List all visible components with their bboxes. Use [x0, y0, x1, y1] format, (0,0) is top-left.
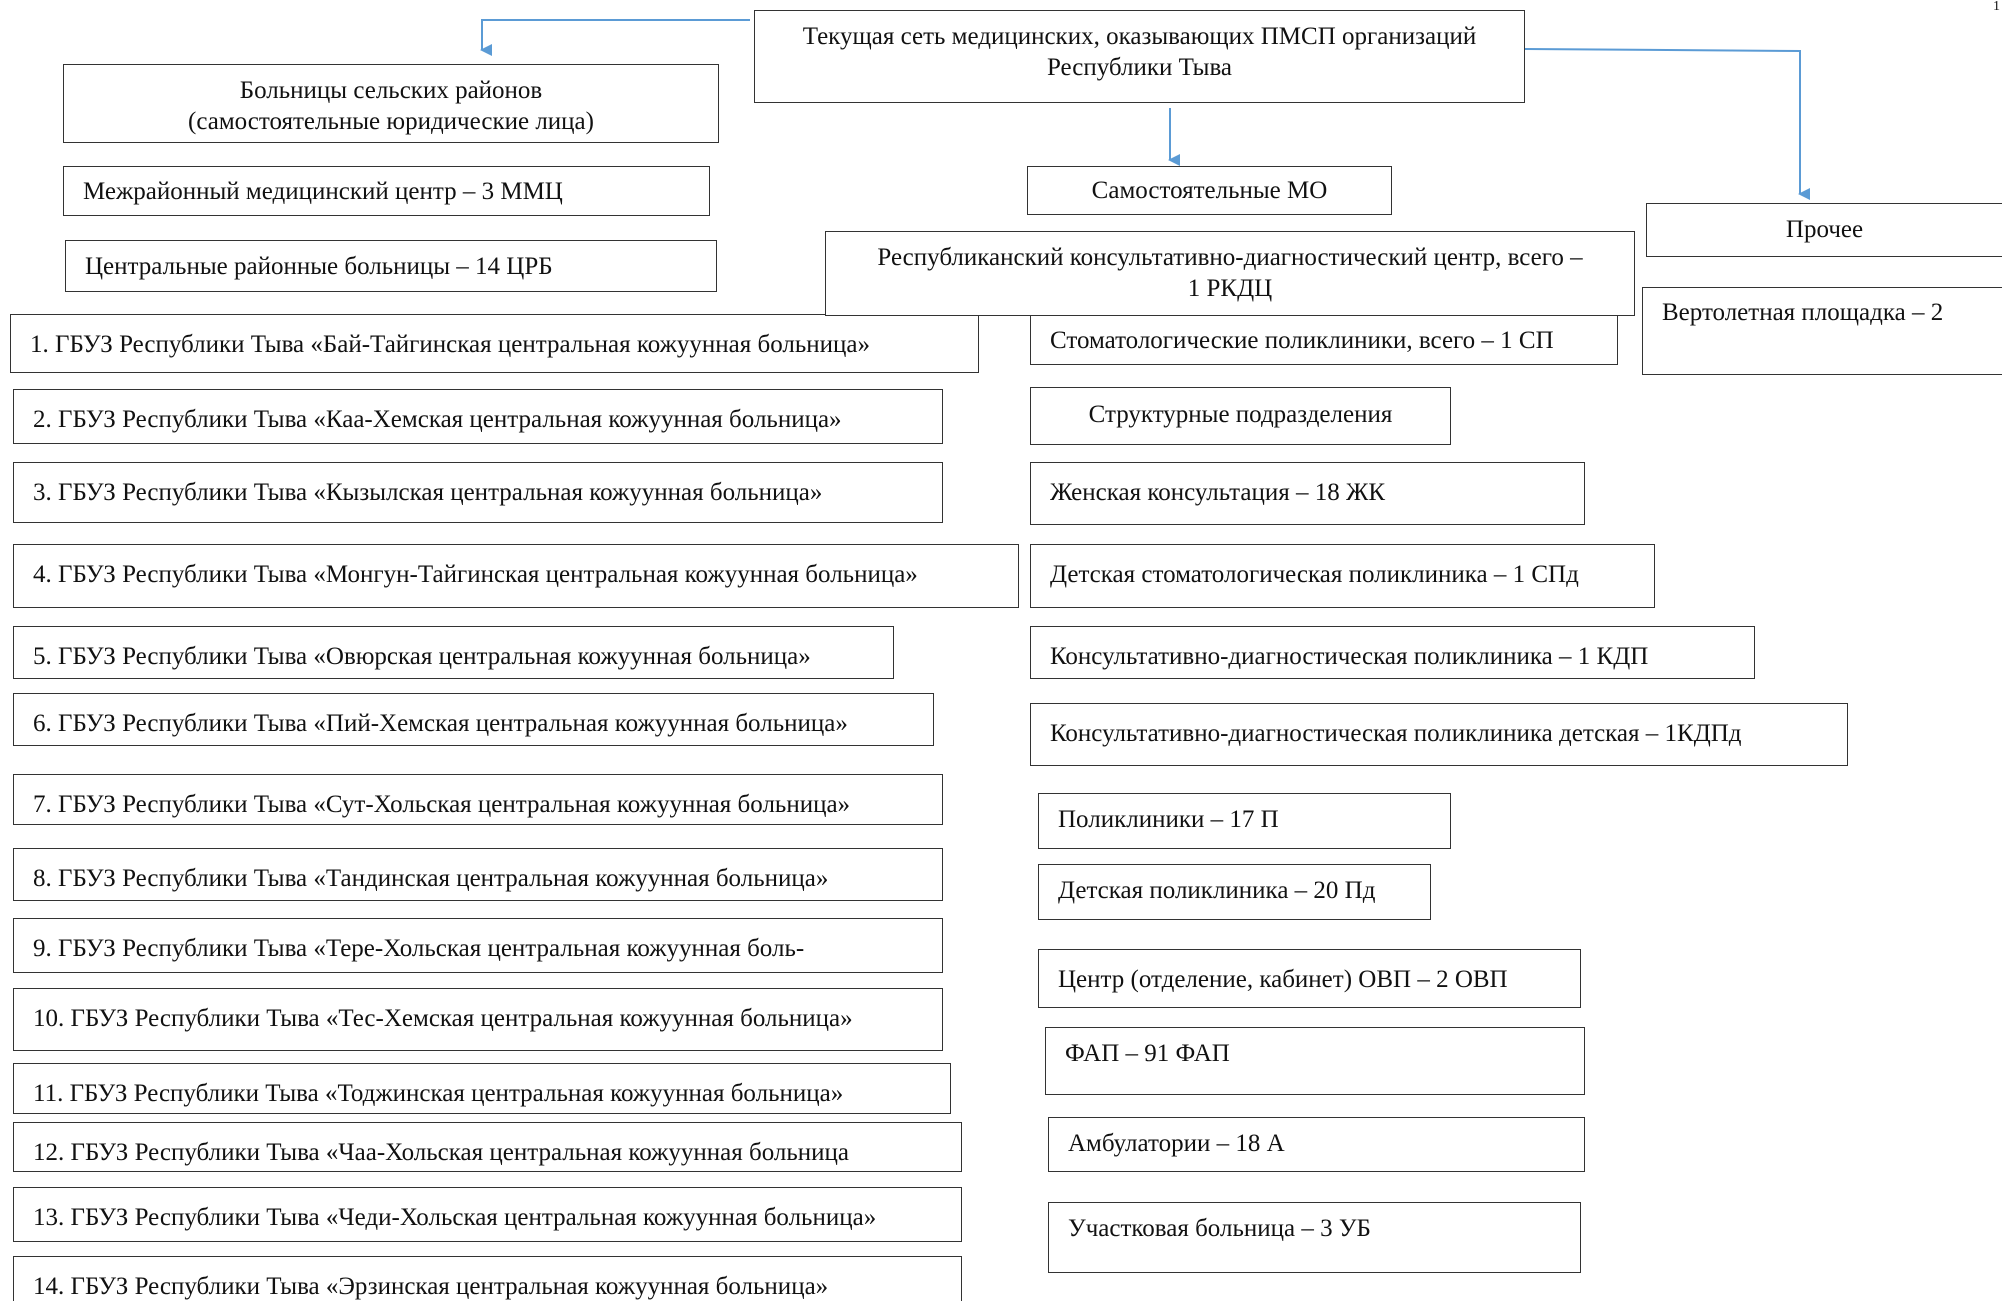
root-node: Текущая сеть медицинских, оказывающих ПМ…: [754, 10, 1525, 103]
helipad-node: Вертолетная площадка – 2: [1642, 287, 2002, 375]
hospital-label: 9. ГБУЗ Республики Тыва «Тере-Хольская ц…: [33, 935, 805, 962]
unit-label: Детская стоматологическая поликлиника – …: [1050, 561, 1579, 588]
hospital-label: 12. ГБУЗ Республики Тыва «Чаа-Хольская ц…: [33, 1139, 850, 1166]
structural-label: Структурные подразделения: [1088, 401, 1393, 428]
ambulatory-node: Амбулатории – 18 А: [1048, 1117, 1585, 1172]
hospital-13: 13. ГБУЗ Республики Тыва «Чеди-Хольская …: [13, 1187, 962, 1242]
arrow-to-other: [1524, 48, 1810, 200]
unit-label: Участковая больница – 3 УБ: [1068, 1215, 1371, 1242]
mmc-node: Межрайонный медицинский центр – 3 ММЦ: [63, 166, 710, 216]
hospital-2: 2. ГБУЗ Республики Тыва «Каа-Хемская цен…: [13, 389, 943, 444]
rkdc-line1: Республиканский консультативно-диагности…: [877, 244, 1583, 271]
arrow-to-rural: [480, 19, 750, 56]
structural-units-header: Структурные подразделения: [1030, 387, 1451, 445]
helipad-label: Вертолетная площадка – 2: [1662, 299, 1944, 326]
other-header-label: Прочее: [1785, 216, 1864, 243]
hospital-label: 13. ГБУЗ Республики Тыва «Чеди-Хольская …: [33, 1204, 877, 1231]
hospital-12: 12. ГБУЗ Республики Тыва «Чаа-Хольская ц…: [13, 1122, 962, 1172]
womens-clinic-node: Женская консультация – 18 ЖК: [1030, 462, 1585, 525]
hospital-5: 5. ГБУЗ Республики Тыва «Овюрская центра…: [13, 626, 894, 679]
other-header: Прочее: [1646, 203, 2002, 257]
rkdc-line2: 1 РКДЦ: [1187, 275, 1273, 302]
hospital-label: 3. ГБУЗ Республики Тыва «Кызылская центр…: [33, 479, 823, 506]
independent-header-label: Самостоятельные МО: [1091, 177, 1328, 204]
hospital-7: 7. ГБУЗ Республики Тыва «Сут-Хольская це…: [13, 774, 943, 825]
hospital-9: 9. ГБУЗ Республики Тыва «Тере-Хольская ц…: [13, 918, 943, 973]
hospital-4: 4. ГБУЗ Республики Тыва «Монгун-Тайгинск…: [13, 544, 1019, 608]
district-hospital-node: Участковая больница – 3 УБ: [1048, 1202, 1581, 1273]
hospital-10: 10. ГБУЗ Республики Тыва «Тес-Хемская це…: [13, 988, 943, 1051]
independent-mo-header: Самостоятельные МО: [1027, 166, 1392, 215]
ovp-node: Центр (отделение, кабинет) ОВП – 2 ОВП: [1038, 949, 1581, 1008]
hospital-label: 1. ГБУЗ Республики Тыва «Бай-Тайгинская …: [30, 331, 871, 358]
hospital-label: 8. ГБУЗ Республики Тыва «Тандинская цент…: [33, 865, 829, 892]
hospital-3: 3. ГБУЗ Республики Тыва «Кызылская центр…: [13, 462, 943, 523]
kdp-children-node: Консультативно-диагностическая поликлини…: [1030, 703, 1848, 766]
hospital-14: 14. ГБУЗ Республики Тыва «Эрзинская цент…: [13, 1256, 962, 1301]
mmc-label: Межрайонный медицинский центр – 3 ММЦ: [83, 178, 563, 205]
hospital-label: 6. ГБУЗ Республики Тыва «Пий-Хемская цен…: [33, 710, 848, 737]
rkdc-node: Республиканский консультативно-диагности…: [825, 231, 1635, 316]
dental-clinics-node: Стоматологические поликлиники, всего – 1…: [1030, 316, 1618, 365]
hospital-8: 8. ГБУЗ Республики Тыва «Тандинская цент…: [13, 848, 943, 901]
dental-label: Стоматологические поликлиники, всего – 1…: [1050, 327, 1554, 354]
rural-header-line1: Больницы сельских районов: [239, 77, 543, 104]
crb-node: Центральные районные больницы – 14 ЦРБ: [65, 240, 717, 292]
unit-label: Центр (отделение, кабинет) ОВП – 2 ОВП: [1058, 966, 1508, 993]
hospital-label: 5. ГБУЗ Республики Тыва «Овюрская центра…: [33, 643, 811, 670]
root-title-line2: Республики Тыва: [1046, 54, 1233, 81]
root-title-line1: Текущая сеть медицинских, оказывающих ПМ…: [802, 23, 1477, 50]
hospital-6: 6. ГБУЗ Республики Тыва «Пий-Хемская цен…: [13, 693, 934, 746]
rural-header-line2: (самостоятельные юридические лица): [188, 108, 594, 135]
hospital-1: 1. ГБУЗ Республики Тыва «Бай-Тайгинская …: [10, 314, 979, 373]
unit-label: Консультативно-диагностическая поликлини…: [1050, 643, 1649, 670]
hospital-label: 4. ГБУЗ Республики Тыва «Монгун-Тайгинск…: [33, 561, 918, 588]
unit-label: Женская консультация – 18 ЖК: [1050, 479, 1386, 506]
unit-label: Амбулатории – 18 А: [1068, 1130, 1285, 1157]
crb-label: Центральные районные больницы – 14 ЦРБ: [85, 253, 553, 280]
rural-hospitals-header: Больницы сельских районов (самостоятельн…: [63, 64, 719, 143]
fap-node: ФАП – 91 ФАП: [1045, 1027, 1585, 1095]
page-edge-mark: 1: [1993, 0, 2000, 14]
polyclinics-node: Поликлиники – 17 П: [1038, 793, 1451, 849]
unit-label: Детская поликлиника – 20 Пд: [1058, 877, 1376, 904]
kdp-node: Консультативно-диагностическая поликлини…: [1030, 626, 1755, 679]
unit-label: Консультативно-диагностическая поликлини…: [1050, 720, 1742, 747]
unit-label: ФАП – 91 ФАП: [1065, 1040, 1230, 1067]
hospital-label: 2. ГБУЗ Республики Тыва «Каа-Хемская цен…: [33, 406, 842, 433]
child-polyclinic-node: Детская поликлиника – 20 Пд: [1038, 864, 1431, 920]
hospital-label: 14. ГБУЗ Республики Тыва «Эрзинская цент…: [33, 1273, 829, 1300]
child-dental-node: Детская стоматологическая поликлиника – …: [1030, 544, 1655, 608]
hospital-label: 10. ГБУЗ Республики Тыва «Тес-Хемская це…: [33, 1005, 853, 1032]
unit-label: Поликлиники – 17 П: [1058, 806, 1279, 833]
hospital-11: 11. ГБУЗ Республики Тыва «Тоджинская цен…: [13, 1063, 951, 1114]
hospital-label: 11. ГБУЗ Республики Тыва «Тоджинская цен…: [33, 1080, 844, 1107]
hospital-label: 7. ГБУЗ Республики Тыва «Сут-Хольская це…: [33, 791, 851, 818]
